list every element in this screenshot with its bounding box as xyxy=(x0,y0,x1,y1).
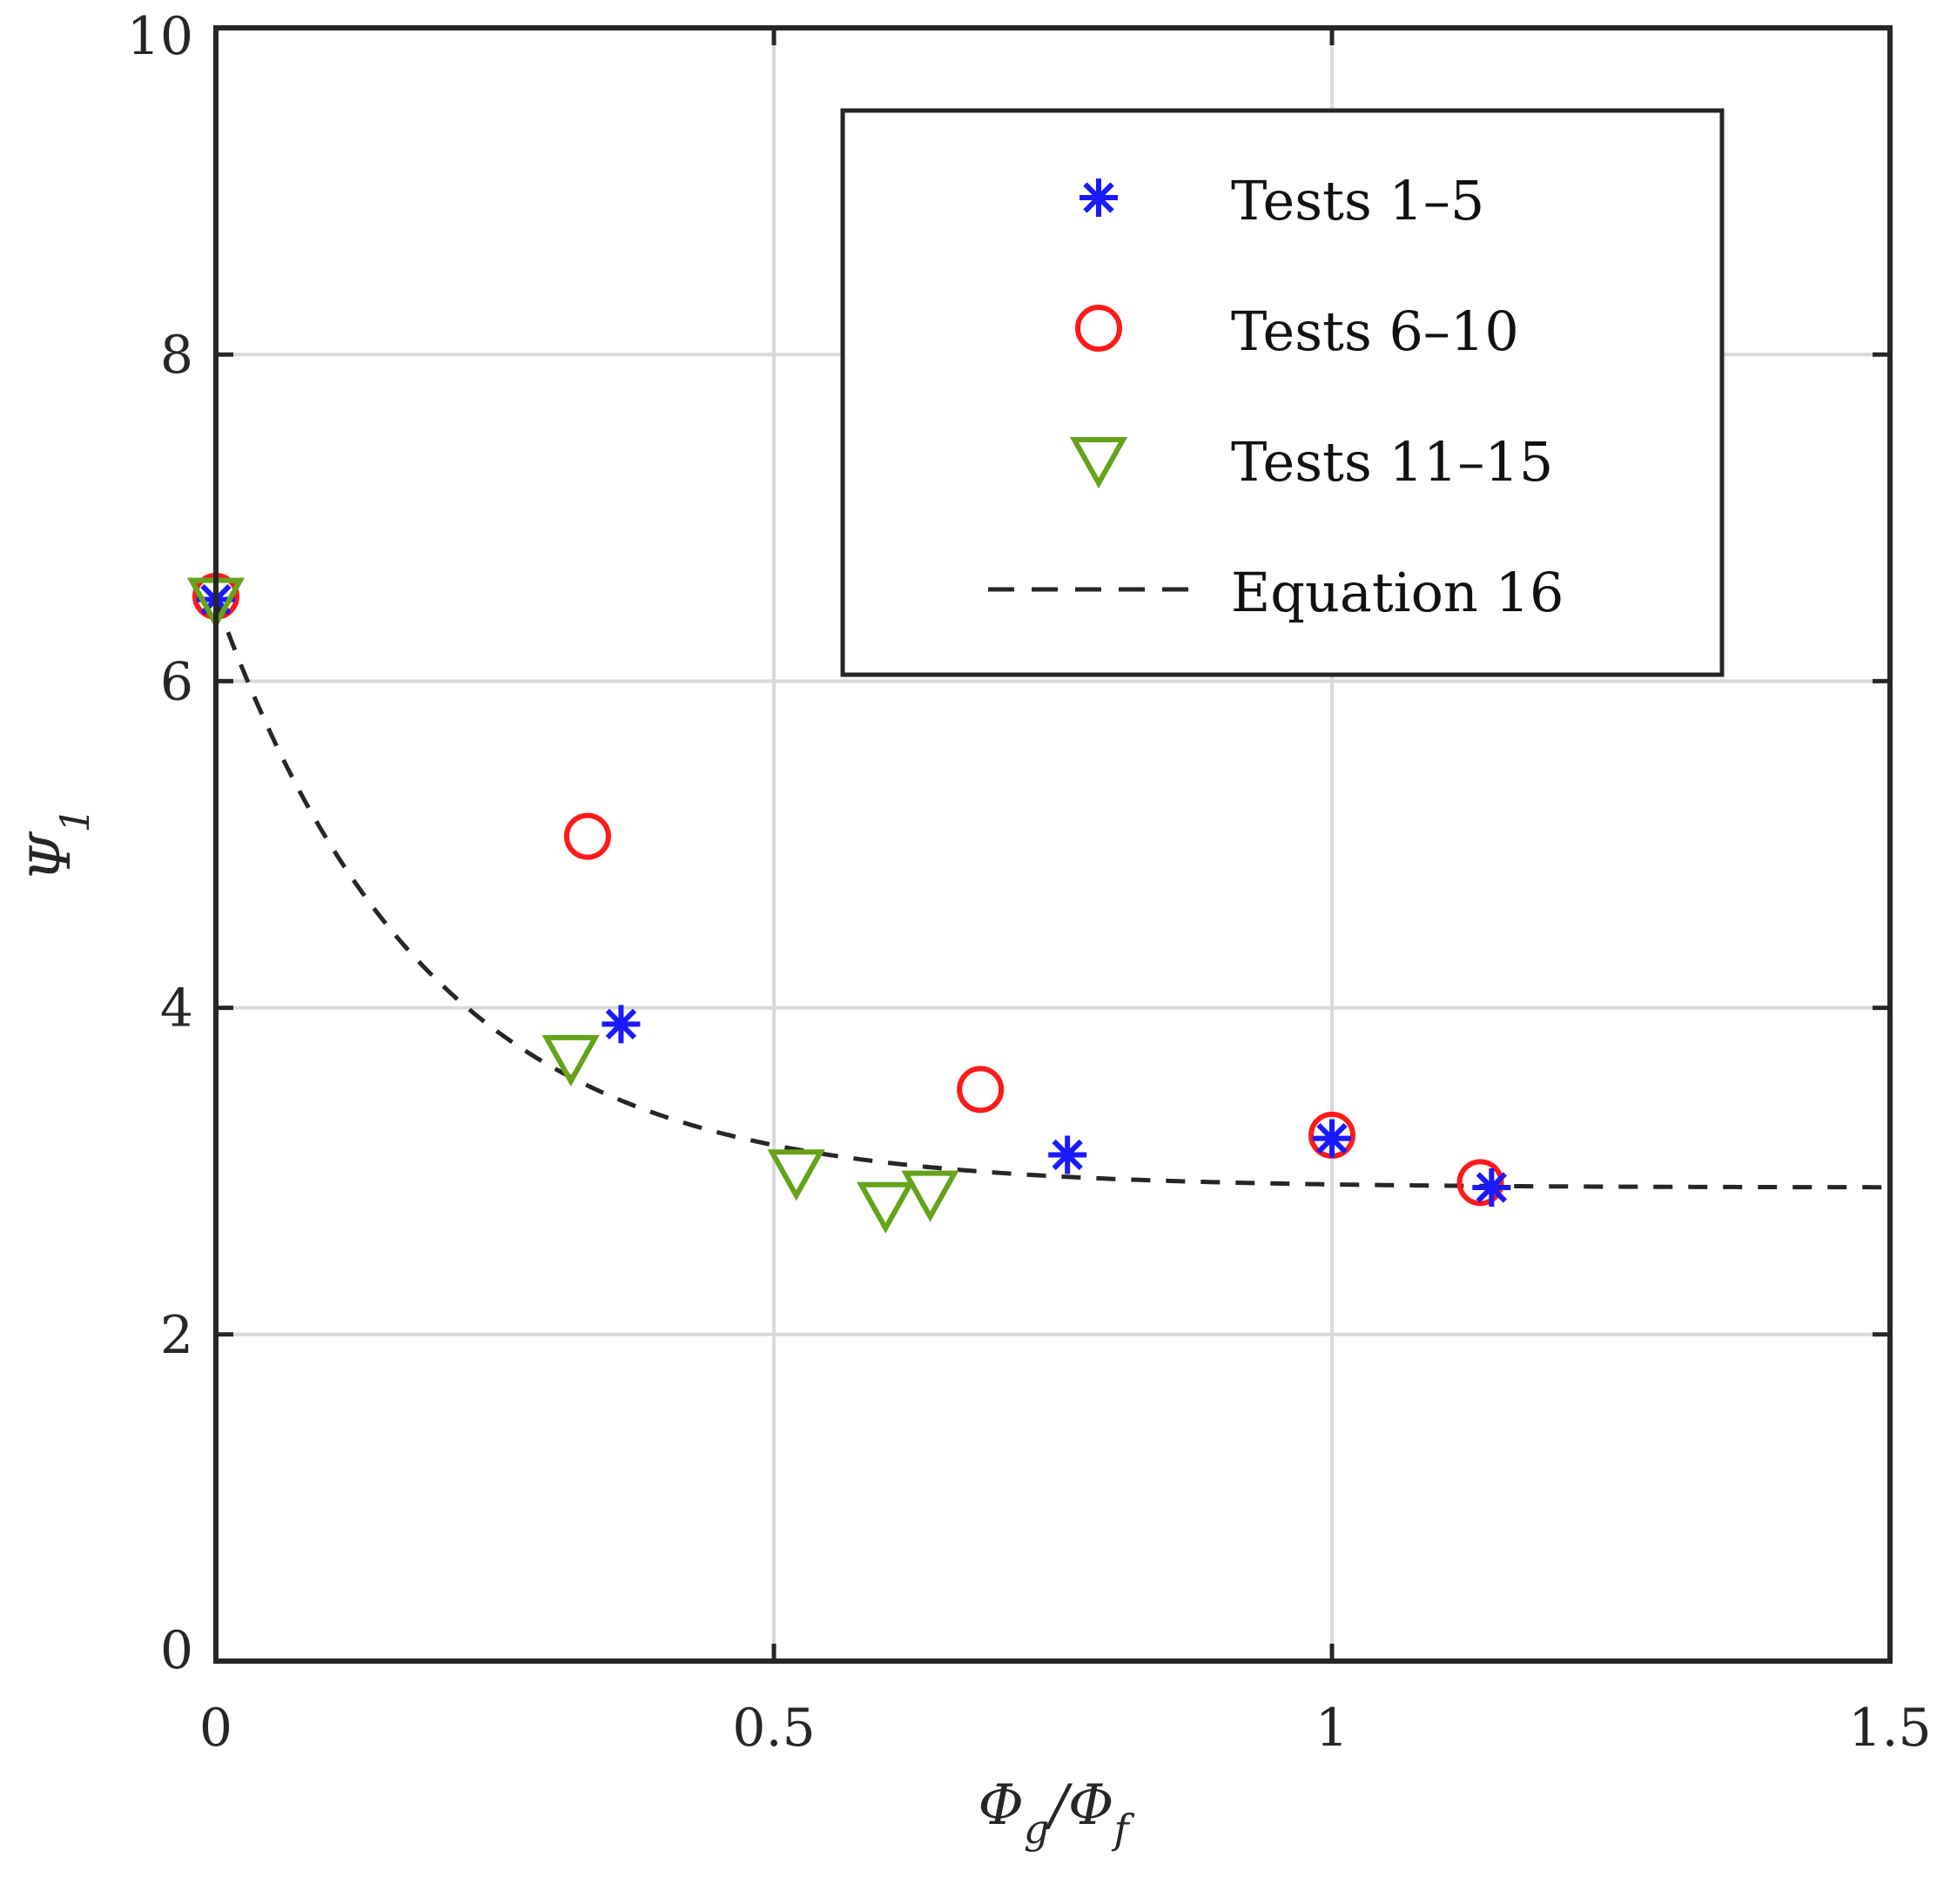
x-tick-label-1-5: 1.5 xyxy=(1848,1698,1931,1759)
y-tick-label-8: 8 xyxy=(160,325,193,386)
point-tests-11-15-5 xyxy=(901,1170,959,1222)
point-tests-11-15-2 xyxy=(541,1034,600,1087)
svg-text:Ψ1: Ψ1 xyxy=(19,807,98,881)
y-tick-label-0: 0 xyxy=(160,1620,193,1681)
legend-symbol-tests-11-15 xyxy=(1069,437,1128,489)
x-label-base2: Φ xyxy=(1068,1773,1113,1838)
point-tests-6-10-3 xyxy=(957,1066,1005,1113)
legend-symbol-tests-1-5 xyxy=(1079,178,1118,217)
x-label-sep: / xyxy=(1044,1773,1073,1838)
legend-symbol-tests-6-10 xyxy=(1075,305,1122,352)
x-tick-label-1: 1 xyxy=(1315,1698,1349,1759)
y-tick-label-6: 6 xyxy=(160,651,193,712)
point-tests-1-5-5 xyxy=(1472,1167,1511,1207)
legend-label-tests-11-15: Tests 11–15 xyxy=(1231,430,1553,494)
y-label-sub: 1 xyxy=(51,807,98,832)
x-tick-label-0-5: 0.5 xyxy=(732,1698,815,1759)
y-tick-label-2: 2 xyxy=(160,1305,193,1366)
axis-ticks: 0 0.5 1 1.5 0 2 4 6 8 10 xyxy=(127,6,1932,1759)
point-tests-11-15-4 xyxy=(857,1181,915,1234)
x-tick-label-0: 0 xyxy=(199,1698,232,1759)
svg-text:Φg/Φf: Φg/Φf xyxy=(979,1773,1135,1853)
plot-area-border xyxy=(213,25,1893,1664)
y-tick-label-10: 10 xyxy=(127,6,193,67)
point-tests-6-10-2 xyxy=(563,812,611,860)
legend-symbols xyxy=(988,178,1206,592)
x-label-sub1: g xyxy=(1024,1806,1049,1853)
legend-box xyxy=(840,108,1725,677)
point-tests-1-5-4 xyxy=(1313,1119,1351,1158)
legend-label-tests-1-5: Tests 1–5 xyxy=(1231,169,1484,232)
y-label-base: Ψ xyxy=(19,831,84,882)
point-tests-1-5-3 xyxy=(1048,1135,1087,1174)
point-tests-11-15-3 xyxy=(767,1149,825,1201)
data-markers xyxy=(186,572,1511,1234)
legend: Tests 1–5 Tests 6–10 Tests 11–15 Equatio… xyxy=(840,108,1725,677)
x-label-base: Φ xyxy=(979,1773,1024,1838)
point-tests-6-10-5 xyxy=(1456,1159,1504,1207)
legend-label-tests-6-10: Tests 6–10 xyxy=(1231,299,1519,363)
point-tests-1-5-2 xyxy=(602,1005,641,1044)
x-axis-label: Φg/Φf xyxy=(979,1773,1135,1853)
y-axis-label: Ψ1 xyxy=(19,807,98,881)
legend-label-equation-16: Equation 16 xyxy=(1231,561,1564,624)
y-tick-label-4: 4 xyxy=(160,979,193,1039)
